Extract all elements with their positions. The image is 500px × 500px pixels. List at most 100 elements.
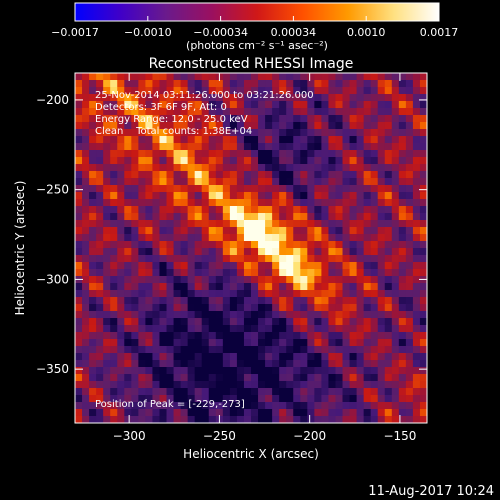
heatmap-cell bbox=[229, 388, 238, 396]
heatmap-cell bbox=[96, 367, 104, 375]
heatmap-cell bbox=[307, 199, 315, 207]
heatmap-cell bbox=[300, 367, 308, 375]
heatmap-cell bbox=[391, 213, 400, 221]
heatmap-cell bbox=[314, 73, 322, 81]
heatmap-cell bbox=[117, 353, 125, 361]
heatmap-cell bbox=[398, 318, 407, 326]
heatmap-cell bbox=[419, 360, 427, 368]
heatmap-cell bbox=[321, 129, 330, 137]
heatmap-cell bbox=[419, 311, 427, 319]
heatmap-cell bbox=[124, 367, 132, 375]
heatmap-cell bbox=[251, 388, 259, 396]
heatmap-cell bbox=[377, 157, 386, 165]
heatmap-cell bbox=[265, 213, 273, 221]
heatmap-cell bbox=[405, 213, 414, 221]
heatmap-cell bbox=[236, 206, 245, 214]
heatmap-cell bbox=[96, 297, 104, 305]
heatmap-cell bbox=[412, 178, 421, 186]
heatmap-cell bbox=[349, 206, 358, 214]
heatmap-cell bbox=[110, 143, 118, 151]
heatmap-cell bbox=[272, 157, 280, 165]
heatmap-cell bbox=[391, 171, 400, 179]
heatmap-cell bbox=[321, 248, 330, 256]
heatmap-cell bbox=[342, 87, 351, 95]
heatmap-cell bbox=[236, 227, 245, 235]
heatmap-cell bbox=[335, 157, 344, 165]
heatmap-cell bbox=[243, 220, 252, 228]
heatmap-cell bbox=[82, 381, 90, 389]
heatmap-cell bbox=[215, 206, 224, 214]
heatmap-cell bbox=[342, 388, 351, 396]
heatmap-cell bbox=[236, 213, 245, 221]
heatmap-cell bbox=[243, 241, 252, 249]
heatmap-cell bbox=[328, 136, 337, 144]
heatmap-cell bbox=[110, 353, 118, 361]
heatmap-cell bbox=[215, 409, 224, 417]
heatmap-cell bbox=[391, 220, 400, 228]
heatmap-cell bbox=[215, 402, 224, 410]
heatmap-cell bbox=[222, 318, 231, 326]
heatmap-cell bbox=[145, 346, 154, 354]
heatmap-cell bbox=[335, 178, 344, 186]
heatmap-cell bbox=[286, 220, 294, 228]
heatmap-cell bbox=[314, 290, 322, 298]
heatmap-cell bbox=[166, 80, 175, 88]
heatmap-cell bbox=[258, 136, 266, 144]
heatmap-cell bbox=[89, 248, 97, 256]
heatmap-cell bbox=[89, 213, 97, 221]
heatmap-cell bbox=[321, 206, 330, 214]
heatmap-cell bbox=[258, 325, 266, 333]
heatmap-cell bbox=[419, 206, 427, 214]
heatmap-cell bbox=[307, 178, 315, 186]
heatmap-cell bbox=[180, 269, 189, 277]
heatmap-cell bbox=[272, 122, 280, 130]
heatmap-cell bbox=[243, 346, 252, 354]
heatmap-cell bbox=[314, 80, 322, 88]
heatmap-cell bbox=[117, 325, 125, 333]
heatmap-cell bbox=[314, 241, 322, 249]
heatmap-cell bbox=[159, 276, 168, 284]
heatmap-cell bbox=[363, 353, 372, 361]
heatmap-cell bbox=[173, 304, 182, 312]
heatmap-cell bbox=[110, 73, 118, 81]
heatmap-cell bbox=[166, 339, 175, 347]
heatmap-cell bbox=[314, 206, 322, 214]
heatmap-cell bbox=[384, 241, 393, 249]
heatmap-cell bbox=[201, 227, 210, 235]
heatmap-cell bbox=[377, 150, 386, 158]
heatmap-cell bbox=[349, 388, 358, 396]
heatmap-cell bbox=[117, 346, 125, 354]
heatmap-cell bbox=[82, 164, 90, 172]
heatmap-cell bbox=[215, 318, 224, 326]
heatmap-cell bbox=[75, 409, 83, 417]
heatmap-cell bbox=[342, 262, 351, 270]
heatmap-cell bbox=[236, 311, 245, 319]
heatmap-cell bbox=[117, 332, 125, 340]
heatmap-cell bbox=[356, 220, 365, 228]
heatmap-cell bbox=[173, 290, 182, 298]
heatmap-cell bbox=[363, 73, 372, 81]
heatmap-cell bbox=[89, 192, 97, 200]
heatmap-cell bbox=[215, 157, 224, 165]
heatmap-cell bbox=[201, 87, 210, 95]
heatmap-cell bbox=[342, 367, 351, 375]
heatmap-cell bbox=[307, 353, 315, 361]
heatmap-cell bbox=[75, 164, 83, 172]
heatmap-cell bbox=[243, 297, 252, 305]
heatmap-cell bbox=[419, 269, 427, 277]
heatmap-cell bbox=[398, 73, 407, 81]
heatmap-cell bbox=[243, 304, 252, 312]
heatmap-cell bbox=[243, 269, 252, 277]
heatmap-cell bbox=[398, 206, 407, 214]
heatmap-cell bbox=[356, 80, 365, 88]
heatmap-cell bbox=[258, 262, 266, 270]
heatmap-cell bbox=[265, 360, 273, 368]
heatmap-cell bbox=[75, 248, 83, 256]
heatmap-cell bbox=[208, 304, 217, 312]
heatmap-cell bbox=[103, 122, 111, 130]
heatmap-cell bbox=[89, 346, 97, 354]
heatmap-cell bbox=[265, 115, 273, 123]
heatmap-cell bbox=[405, 395, 414, 403]
heatmap-cell bbox=[159, 143, 168, 151]
